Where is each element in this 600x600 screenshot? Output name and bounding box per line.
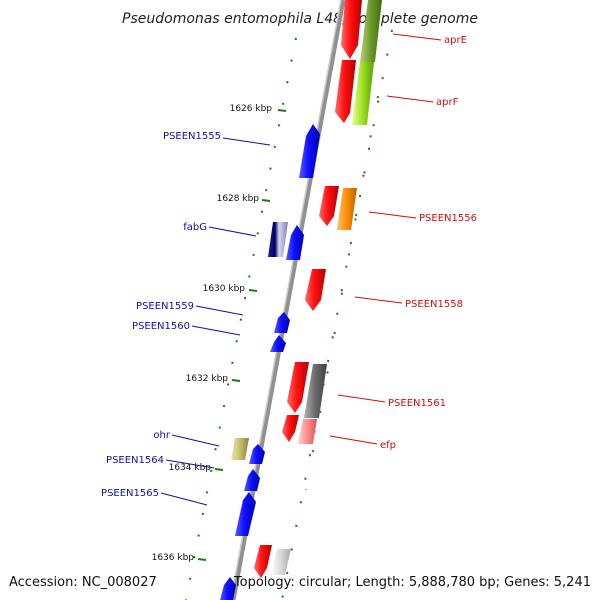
leader-line bbox=[354, 296, 403, 304]
tick-label: 1634 kbp bbox=[169, 463, 212, 473]
tick-mark bbox=[197, 558, 207, 561]
gene-PSEEN1558[interactable] bbox=[305, 269, 326, 311]
gene-fabG[interactable] bbox=[286, 225, 304, 260]
map-title: Pseudomonas entomophila L48, complete ge… bbox=[122, 11, 478, 27]
genome-summary-text: Topology: circular; Length: 5,888,780 bp… bbox=[233, 575, 591, 590]
label-PSEEN1561[interactable]: PSEEN1561 bbox=[388, 398, 446, 409]
tick-label: 1636 kbp bbox=[152, 553, 195, 563]
gene-aprF[interactable] bbox=[335, 60, 356, 123]
label-efp[interactable]: efp bbox=[380, 440, 396, 451]
gene-PSEEN1560[interactable] bbox=[270, 335, 286, 352]
leader-line bbox=[195, 305, 244, 316]
gene-PSEEN1565[interactable] bbox=[235, 492, 256, 536]
label-PSEEN1555[interactable]: PSEEN1555 bbox=[163, 131, 221, 142]
ticks: 1626 kbp 1628 kbp 1630 kbp 1632 kbp 1634… bbox=[152, 104, 287, 563]
left-labels: PSEEN1555 fabG PSEEN1559 PSEEN1560 ohr P… bbox=[101, 131, 271, 506]
gene-aprE-partner[interactable] bbox=[360, 0, 382, 62]
leader-line bbox=[337, 394, 386, 403]
gene-unlabeled-reverse-partner[interactable] bbox=[271, 549, 291, 575]
accession-text: Accession: NC_008027 bbox=[9, 575, 157, 590]
leader-line bbox=[222, 137, 271, 146]
leader-line bbox=[165, 459, 215, 469]
gene-ohr-partner[interactable] bbox=[231, 438, 249, 460]
label-aprE[interactable]: aprE bbox=[444, 35, 467, 46]
leader-line bbox=[368, 211, 417, 219]
gene-unlabeled-reverse[interactable] bbox=[254, 545, 272, 578]
leader-line bbox=[208, 226, 257, 237]
gene-aprE[interactable] bbox=[341, 0, 362, 59]
gene-efp[interactable] bbox=[282, 415, 299, 442]
label-PSEEN1560[interactable]: PSEEN1560 bbox=[132, 321, 190, 332]
leader-line bbox=[171, 434, 220, 447]
tick-mark bbox=[214, 468, 224, 471]
gene-ohr[interactable] bbox=[249, 444, 265, 464]
label-aprF[interactable]: aprF bbox=[436, 97, 459, 108]
label-PSEEN1556[interactable]: PSEEN1556 bbox=[419, 213, 477, 224]
tick-label: 1628 kbp bbox=[217, 194, 260, 204]
gene-PSEEN1556-partner[interactable] bbox=[337, 188, 357, 230]
tick-mark bbox=[248, 289, 258, 292]
gene-PSEEN1561[interactable] bbox=[287, 362, 309, 413]
right-dotted-track bbox=[305, 95, 379, 491]
label-PSEEN1558[interactable]: PSEEN1558 bbox=[405, 299, 463, 310]
gene-PSEEN1561-partner[interactable] bbox=[304, 364, 327, 418]
label-PSEEN1565[interactable]: PSEEN1565 bbox=[101, 488, 159, 499]
gene-efp-partner[interactable] bbox=[298, 419, 317, 444]
tick-label: 1626 kbp bbox=[230, 104, 273, 114]
leader-line bbox=[386, 95, 434, 103]
label-PSEEN1559[interactable]: PSEEN1559 bbox=[136, 301, 194, 312]
gene-fabG-partner[interactable] bbox=[268, 222, 288, 257]
inner-dotted-track bbox=[185, 37, 297, 600]
gene-unlabeled-forward[interactable] bbox=[220, 577, 236, 600]
label-PSEEN1564[interactable]: PSEEN1564 bbox=[106, 455, 164, 466]
leader-line bbox=[191, 325, 241, 336]
leader-line bbox=[392, 33, 442, 41]
leader-line bbox=[160, 492, 208, 506]
tick-label: 1632 kbp bbox=[186, 374, 229, 384]
outer-dotted-track bbox=[281, 29, 393, 600]
label-ohr[interactable]: ohr bbox=[153, 430, 170, 441]
tick-mark bbox=[277, 109, 287, 112]
leader-line bbox=[329, 435, 378, 445]
gene-PSEEN1555[interactable] bbox=[299, 124, 320, 178]
gene-PSEEN1556[interactable] bbox=[319, 186, 339, 226]
tick-mark bbox=[231, 379, 241, 382]
right-labels: aprE aprF PSEEN1556 PSEEN1558 PSEEN1561 … bbox=[329, 33, 477, 451]
tick-label: 1630 kbp bbox=[203, 284, 246, 294]
tick-mark bbox=[261, 199, 271, 202]
gene-PSEEN1564[interactable] bbox=[244, 469, 260, 491]
gene-aprF-partner[interactable] bbox=[352, 62, 374, 125]
label-fabG[interactable]: fabG bbox=[183, 222, 207, 233]
gene-PSEEN1559[interactable] bbox=[274, 312, 290, 333]
